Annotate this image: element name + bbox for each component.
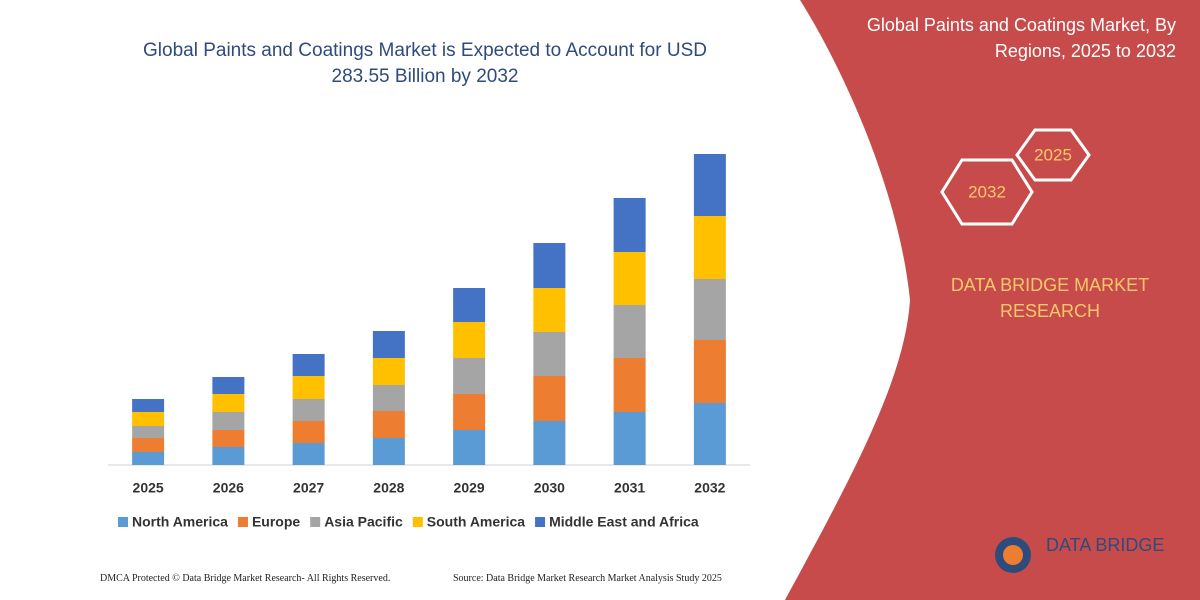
bar-segment [533,332,566,376]
bar-segment [453,288,486,322]
bar-segment [212,394,245,412]
bar-segment [693,154,726,216]
bar-segment [613,252,646,305]
legend-label: South America [427,514,525,530]
legend-swatch [412,517,423,527]
logo-text: DATA BRIDGE [1046,535,1164,555]
bar-segment [613,412,646,465]
bar-segment [453,394,486,430]
legend-label: Asia Pacific [324,514,403,530]
bar-segment [613,305,646,358]
legend-label: North America [132,514,228,530]
x-tick-label: 2029 [454,480,485,496]
bar-segment [613,358,646,412]
bar-segment [693,279,726,340]
x-tick-label: 2025 [133,480,164,496]
bar-segment [212,447,245,465]
side-panel [785,0,1200,600]
bar-segment [132,412,165,426]
bar-segment [372,385,405,411]
x-tick-label: 2028 [373,480,404,496]
footer-source: Source: Data Bridge Market Research Mark… [453,573,722,584]
bar-segment [693,340,726,403]
bar-segment [212,412,245,430]
bar-segment [212,430,245,447]
bar-segment [693,216,726,279]
bar-segment [693,403,726,465]
bar-segment [292,421,325,443]
bar-segment [533,288,566,332]
x-tick-label: 2030 [534,480,565,496]
chart-title: Global Paints and Coatings Market is Exp… [143,40,707,87]
bar-segment [132,426,165,438]
bar-segment [533,243,566,288]
x-tick-label: 2027 [293,480,324,496]
bar-segment [533,421,566,465]
hexagon [940,158,1034,226]
x-tick-label: 2032 [694,480,725,496]
legend-swatch [118,517,128,527]
legend-swatch [237,517,248,527]
bar-segment [613,198,646,252]
bar-segment [132,438,165,452]
legend-swatch [535,517,546,527]
bar-segment [453,430,486,465]
legend-swatch [310,517,321,527]
hexagon-label: 2032 [968,182,1006,201]
legend-label: Europe [252,514,300,530]
bar-segment [453,358,486,394]
bar-segment [292,354,325,376]
footer-note: DMCA Protected © Data Bridge Market Rese… [100,573,391,584]
bar-segment [292,443,325,465]
bar-segment [292,376,325,399]
brand: DATA BRIDGE MARKET RESEARCH [950,275,1150,321]
bar-segment [372,358,405,385]
bar-segment [372,331,405,358]
hexagon [1015,128,1091,182]
x-tick-label: 2026 [213,480,244,496]
bar-segment [212,377,245,394]
bar-segment [372,438,405,465]
logo-mark [1003,545,1023,565]
bar-segment [132,452,165,465]
bar-segment [372,411,405,438]
bar-segment [132,399,165,412]
hexagon-label: 2025 [1034,145,1072,164]
bar-segment [292,399,325,421]
bar-segment [453,322,486,358]
panel-title: Global Paints and Coatings Market, By Re… [866,15,1176,61]
bar-segment [533,376,566,421]
legend-label: Middle East and Africa [549,514,699,530]
x-tick-label: 2031 [614,480,645,496]
